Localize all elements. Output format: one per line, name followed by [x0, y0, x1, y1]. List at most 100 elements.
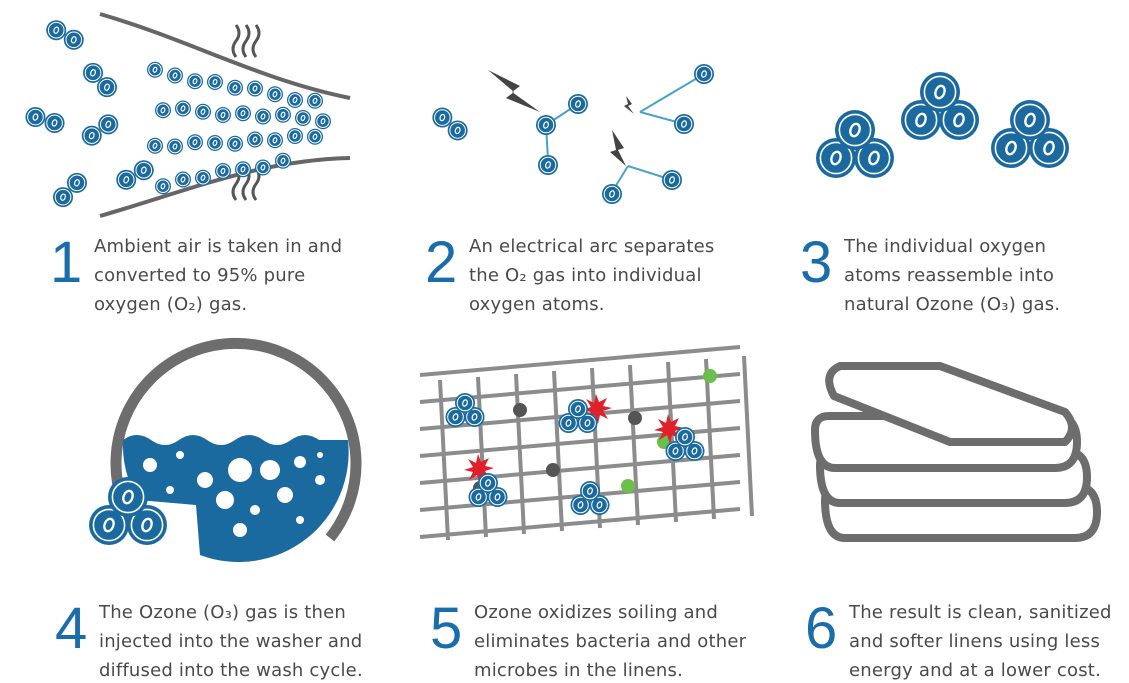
- oxygen-atom: [568, 94, 588, 114]
- text-line: microbes in the linens.: [474, 656, 746, 683]
- text-line: and softer linens using less: [849, 627, 1112, 656]
- oxygen-atom: [287, 128, 303, 144]
- oxygen-atom: [602, 184, 622, 204]
- step: 2An electrical arc separatesthe O₂ gas i…: [425, 232, 715, 319]
- atom-body: [227, 136, 243, 152]
- atom-body: [538, 155, 558, 175]
- text-line: converted to 95% pure: [94, 261, 342, 290]
- oxygen-atom: [207, 74, 223, 90]
- oxygen-atom: [295, 110, 311, 126]
- oxygen-atom: [215, 107, 231, 123]
- text-line: natural Ozone (O₃) gas.: [844, 290, 1060, 319]
- oxygen-atom: [275, 153, 291, 169]
- mesh-wire: [630, 365, 638, 525]
- atom-body: [267, 86, 283, 102]
- water: [123, 435, 349, 562]
- atom-body: [175, 101, 191, 117]
- atom-body: [155, 178, 171, 194]
- atom-body: [46, 20, 66, 40]
- oxygen-atom: [235, 105, 251, 121]
- oxygen-atom: [45, 113, 65, 133]
- oxygen-atom: [1010, 100, 1050, 140]
- step: 5Ozone oxidizes soiling andeliminates ba…: [430, 598, 746, 683]
- towels: [815, 366, 1097, 538]
- oxygen-atom: [134, 160, 154, 180]
- mesh-wire: [478, 377, 486, 537]
- oxygen-atom: [175, 172, 191, 188]
- atom-body: [448, 120, 468, 140]
- atom-body: [674, 114, 694, 134]
- oxygen-atom: [147, 138, 163, 154]
- atom-body: [247, 132, 263, 148]
- atom-body: [64, 30, 84, 50]
- text-line: The Ozone (O₃) gas is then: [99, 598, 363, 627]
- oxygen-atom: [675, 427, 695, 447]
- text-line: the O₂ gas into individual: [469, 261, 715, 290]
- atom-body: [602, 184, 622, 204]
- mesh-wire: [516, 374, 524, 534]
- oxygen-atom: [920, 72, 960, 112]
- atom-body: [536, 115, 556, 135]
- oxygen-atom: [98, 114, 118, 134]
- oxygen-atom: [108, 477, 148, 517]
- bubble: [143, 458, 157, 472]
- atom-body: [675, 427, 695, 447]
- atom-body: [147, 138, 163, 154]
- oxygen-atom: [195, 170, 211, 186]
- oxygen-atom: [187, 134, 203, 150]
- text-line: injected into the washer and: [99, 627, 363, 656]
- oxygen-atom: [255, 160, 271, 176]
- oxygen-atom: [307, 93, 323, 109]
- oxygen-atom: [167, 68, 183, 84]
- text-line: energy and at a lower cost.: [849, 656, 1112, 683]
- atom-body: [920, 72, 960, 112]
- text-line: An electrical arc separates: [469, 232, 715, 261]
- bubble: [260, 460, 280, 480]
- atom-body: [580, 481, 600, 501]
- oxygen-atom: [67, 173, 87, 193]
- oxygen-atom: [167, 139, 183, 155]
- bacteria: [513, 403, 527, 417]
- oxygen-atom: [662, 170, 682, 190]
- oxygen-atom: [207, 135, 223, 151]
- oxygen-atom: [674, 114, 694, 134]
- atom-body: [235, 161, 251, 177]
- oxygen-atom: [538, 155, 558, 175]
- atom-body: [835, 110, 875, 150]
- bacteria: [546, 463, 560, 477]
- atom-body: [195, 104, 211, 120]
- text-line: diffused into the wash cycle.: [99, 656, 363, 683]
- atom-body: [155, 102, 171, 118]
- atom-body: [207, 74, 223, 90]
- bacteria: [628, 411, 642, 425]
- funnel-top: [100, 14, 350, 98]
- oxygen-atom: [97, 77, 117, 97]
- atom-body: [116, 170, 136, 190]
- atom-body: [147, 62, 163, 78]
- atom-body: [275, 107, 291, 123]
- atom-body: [255, 160, 271, 176]
- atom-body: [255, 109, 271, 125]
- atom-body: [175, 172, 191, 188]
- atom-body: [195, 170, 211, 186]
- oxygen-atom: [275, 107, 291, 123]
- text-line: oxygen atoms.: [469, 290, 715, 319]
- oxygen-atom: [195, 104, 211, 120]
- atom-body: [215, 163, 231, 179]
- atom-body: [307, 93, 323, 109]
- mesh-wire: [420, 347, 740, 375]
- atom-body: [108, 477, 148, 517]
- atom-body: [83, 63, 103, 83]
- mesh-wire: [744, 356, 752, 516]
- atom-body: [97, 77, 117, 97]
- oxygen-atom: [227, 136, 243, 152]
- atom-body: [187, 73, 203, 89]
- bubble: [250, 505, 260, 515]
- microbe: [621, 479, 635, 493]
- oxygen-atom: [83, 63, 103, 83]
- bubble: [166, 486, 174, 494]
- bubble: [296, 516, 304, 524]
- microbe: [703, 369, 717, 383]
- oxygen-atom: [82, 126, 102, 146]
